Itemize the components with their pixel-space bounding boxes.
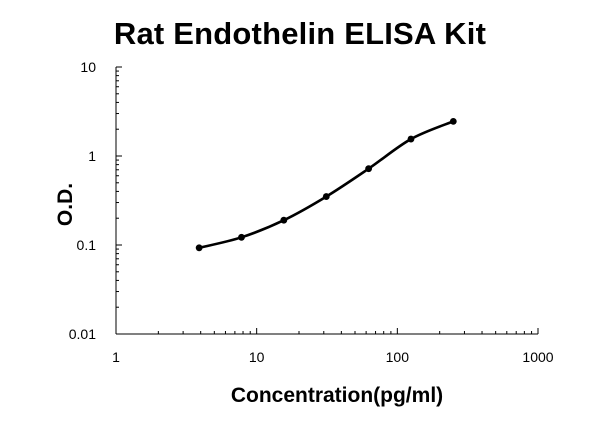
series-line [198,120,454,250]
x-tick-label: 100 [386,349,410,365]
y-axis-title: O.D. [54,183,77,226]
data-point [238,233,245,241]
chart-series [195,117,457,252]
data-point [407,135,415,143]
data-point [195,244,203,252]
y-tick-label: 0.01 [69,326,96,342]
chart-axes [115,67,538,335]
x-tick-label: 1000 [522,349,553,365]
x-tick-label: 1 [112,349,120,365]
data-point [365,165,373,173]
data-point [449,117,457,125]
chart-tick-labels: 0.01 0.1 1 10 1 10 100 1000 [69,59,554,365]
data-point [322,193,330,200]
y-tick-label: 0.1 [77,237,97,253]
y-tick-label: 10 [80,59,96,75]
chart-title: Rat Endothelin ELISA Kit [113,16,487,51]
x-tick-label: 10 [249,349,265,365]
y-tick-label: 1 [88,148,96,164]
chart-ticks [115,66,539,335]
data-point [280,216,288,224]
x-axis-title: Concentration(pg/ml) [231,384,443,407]
